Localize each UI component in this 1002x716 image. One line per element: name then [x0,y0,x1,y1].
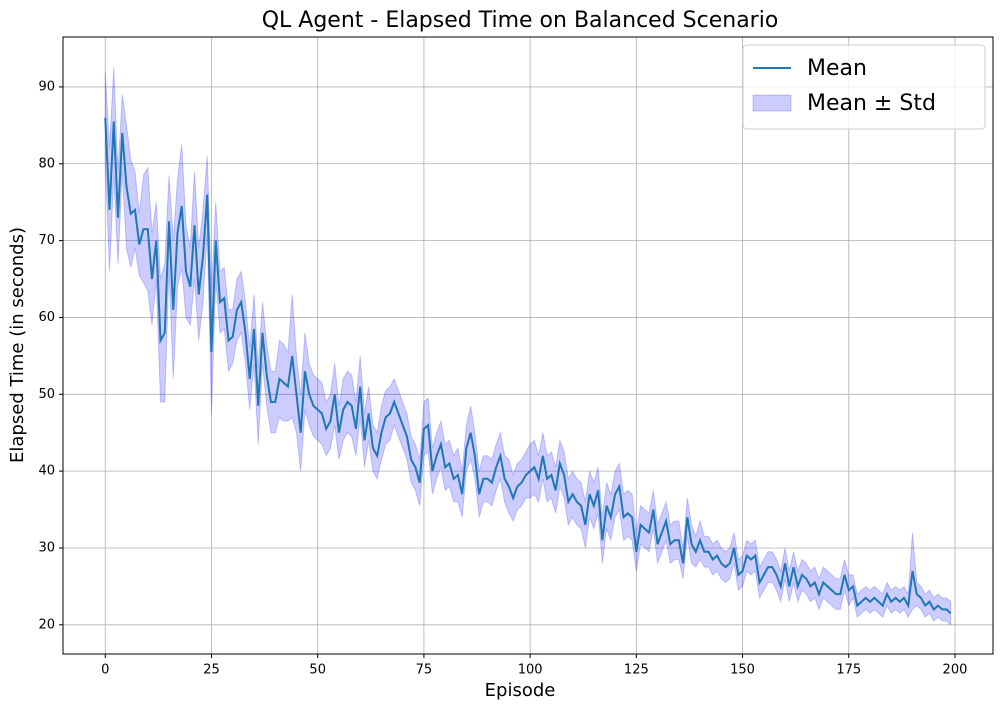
y-tick-label: 80 [38,156,55,171]
x-tick-label: 50 [309,663,326,678]
x-tick-label: 25 [203,663,220,678]
x-tick-label: 75 [416,663,433,678]
y-axis-label: Elapsed Time (in seconds) [7,227,28,463]
y-tick-label: 40 [38,464,55,479]
y-tick-label: 70 [38,233,55,248]
legend-patch [752,94,792,112]
legend-box [742,44,986,130]
x-tick-label: 175 [836,663,861,678]
x-tick-label: 150 [730,663,755,678]
mean-line [104,117,952,615]
chart-title: QL Agent - Elapsed Time on Balanced Scen… [262,8,779,33]
y-tick-label: 30 [38,540,55,555]
std-band [104,67,952,626]
x-axis-label: Episode [485,680,556,701]
x-tick-label: 0 [101,663,109,678]
x-tick-label: 125 [624,663,649,678]
legend-label: Mean ± Std [807,91,936,116]
legend-label: Mean [807,56,867,81]
y-tick-label: 90 [38,79,55,94]
x-tick-label: 200 [943,663,968,678]
plot-frame [62,36,994,655]
y-tick-label: 20 [38,617,55,632]
x-tick-label: 100 [518,663,543,678]
y-tick-label: 50 [38,387,55,402]
y-tick-label: 60 [38,310,55,325]
